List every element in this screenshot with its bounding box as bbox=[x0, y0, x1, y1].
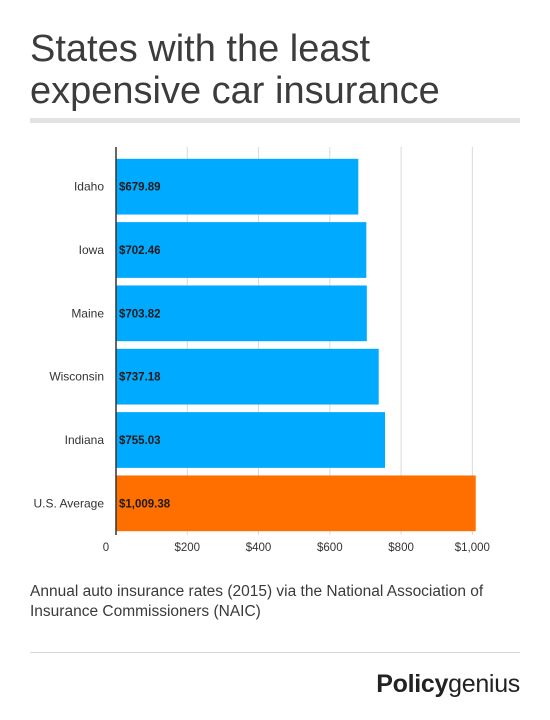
footer-divider bbox=[30, 652, 520, 653]
category-label: Wisconsin bbox=[49, 370, 104, 384]
data-label: $679.89 bbox=[119, 182, 161, 194]
brand-logo-light: genius bbox=[448, 670, 520, 698]
data-label: $755.03 bbox=[119, 435, 161, 447]
data-label: $737.18 bbox=[119, 372, 161, 384]
chart-caption: Annual auto insurance rates (2015) via t… bbox=[30, 583, 484, 620]
bar-highlight bbox=[116, 475, 476, 532]
category-label: U.S. Average bbox=[34, 496, 105, 510]
x-tick-label: 0 bbox=[103, 542, 109, 554]
chart-title: States with the least expensive car insu… bbox=[30, 28, 440, 112]
bar-chart: 0 $200 $400 $600 $800 $1,000 $679.89 Idaho $702.… bbox=[34, 147, 490, 554]
bar bbox=[116, 285, 367, 342]
category-label: Iowa bbox=[79, 243, 105, 257]
bar bbox=[116, 158, 359, 215]
x-tick-label: $1,000 bbox=[455, 542, 490, 554]
x-tick-label: $600 bbox=[317, 542, 343, 554]
category-label: Maine bbox=[71, 306, 104, 320]
x-tick-label: $800 bbox=[388, 542, 414, 554]
data-label: $1,009.38 bbox=[119, 498, 171, 510]
category-label: Indiana bbox=[65, 433, 105, 447]
category-label: Idaho bbox=[74, 180, 104, 194]
data-label: $702.46 bbox=[119, 245, 161, 257]
data-label: $703.82 bbox=[119, 308, 161, 320]
x-tick-label: $400 bbox=[246, 542, 272, 554]
brand-logo-bold: Policy bbox=[376, 670, 449, 698]
bar bbox=[116, 412, 386, 468]
bar bbox=[116, 222, 367, 278]
brand-logo: Policygenius bbox=[376, 670, 520, 699]
title-divider bbox=[30, 118, 520, 123]
bar bbox=[116, 348, 379, 405]
x-tick-label: $200 bbox=[174, 542, 200, 554]
